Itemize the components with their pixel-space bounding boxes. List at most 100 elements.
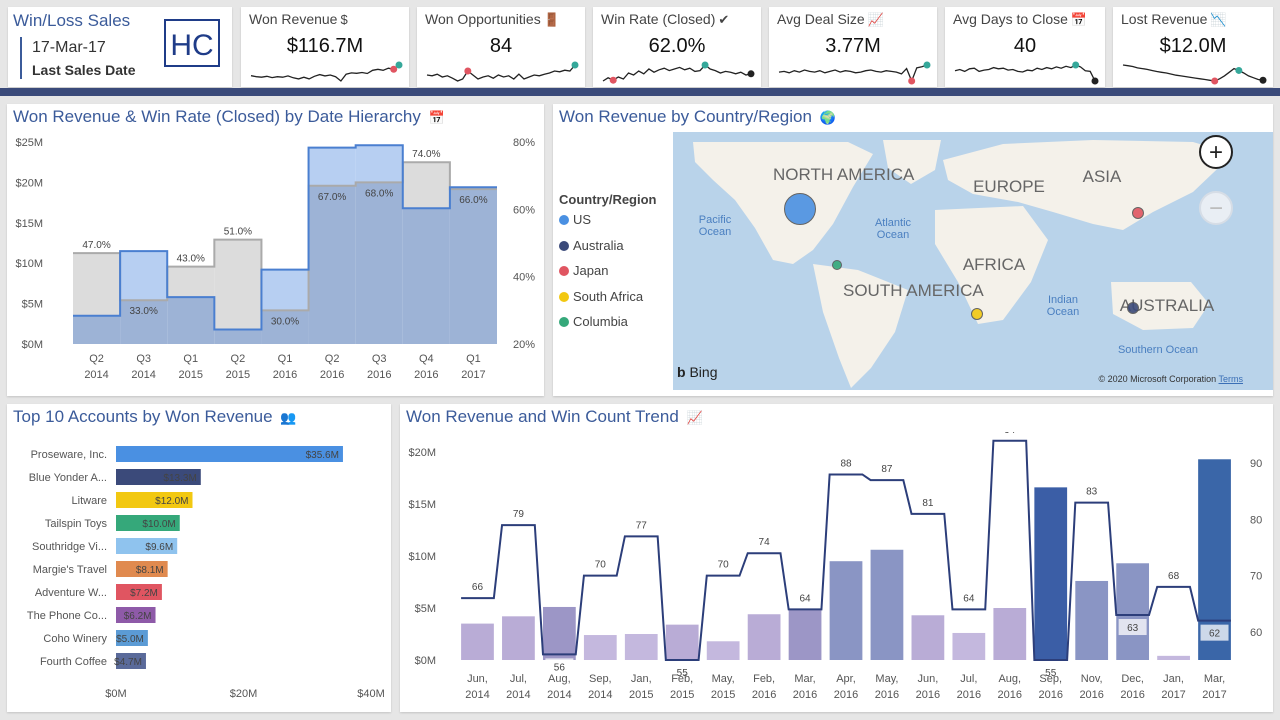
kpi-card[interactable]: Won Opportunities 🚪 84 bbox=[417, 7, 585, 87]
revenue-bar[interactable] bbox=[461, 623, 494, 660]
account-bar[interactable] bbox=[116, 584, 162, 600]
zoom-out-button[interactable]: − bbox=[1199, 191, 1233, 225]
base-area bbox=[214, 329, 262, 344]
account-label: Blue Yonder A... bbox=[29, 472, 107, 484]
kpi-card[interactable]: Avg Deal Size 📈 3.77M bbox=[769, 7, 937, 87]
greenland-shape bbox=[883, 140, 941, 184]
legend-dot bbox=[559, 291, 569, 302]
legend-item[interactable]: South Africa bbox=[559, 289, 643, 304]
top-accounts-panel[interactable]: Top 10 Accounts by Won Revenue 👥 Prosewa… bbox=[7, 404, 391, 712]
dollar-icon: $ bbox=[340, 12, 348, 27]
kpi-card[interactable]: Win Rate (Closed) ✔ 62.0% bbox=[593, 7, 761, 87]
sparkline-marker bbox=[390, 65, 398, 73]
win-count-label-bg bbox=[545, 658, 574, 675]
last-sales-date: 17-Mar-17 bbox=[32, 39, 106, 56]
south-america-shape bbox=[813, 264, 908, 388]
revenue-bar[interactable] bbox=[1116, 563, 1150, 660]
country-bubble[interactable] bbox=[1127, 302, 1139, 314]
top-accounts-chart[interactable]: Proseware, Inc. $35.6M Blue Yonder A... $13… bbox=[7, 432, 391, 710]
x-tick-label: May, bbox=[875, 673, 898, 685]
revenue-bar[interactable] bbox=[829, 561, 863, 660]
map-panel[interactable]: Won Revenue by Country/Region 🌍 Country/… bbox=[553, 104, 1273, 396]
date-hierarchy-panel[interactable]: Won Revenue & Win Rate (Closed) by Date … bbox=[7, 104, 544, 396]
legend-label: Australia bbox=[573, 237, 624, 253]
x-tick-label: 2016 bbox=[916, 689, 940, 701]
revenue-bar[interactable] bbox=[624, 634, 658, 660]
kpi-card[interactable]: Won Revenue $ $116.7M bbox=[241, 7, 409, 87]
account-bar[interactable] bbox=[116, 653, 146, 669]
kpi-value: $116.7M bbox=[286, 35, 364, 57]
terms-link[interactable]: Terms bbox=[1218, 374, 1244, 384]
account-bar[interactable] bbox=[116, 561, 168, 577]
win-count-data-label: 88 bbox=[840, 458, 852, 469]
legend-item[interactable]: US bbox=[559, 212, 591, 227]
zoom-in-button[interactable]: + bbox=[1199, 135, 1233, 169]
country-bubble[interactable] bbox=[1132, 207, 1144, 219]
sparkline-path bbox=[1122, 64, 1264, 82]
revenue-bar[interactable] bbox=[542, 606, 576, 660]
account-bar[interactable] bbox=[116, 469, 201, 485]
sparkline-marker bbox=[571, 61, 579, 69]
account-bar[interactable] bbox=[116, 630, 148, 646]
country-bubble[interactable] bbox=[832, 260, 842, 270]
sparkline-marker bbox=[701, 61, 709, 69]
kpi-title: Avg Deal Size 📈 bbox=[777, 11, 884, 28]
revenue-surplus-area bbox=[308, 147, 356, 186]
revenue-bar[interactable] bbox=[665, 624, 699, 660]
x-tick-label: Q3 bbox=[372, 353, 387, 365]
north-america-shape bbox=[693, 142, 873, 264]
account-bar[interactable] bbox=[116, 446, 343, 462]
revenue-bar[interactable] bbox=[952, 632, 986, 660]
map-canvas[interactable]: NORTH AMERICA EUROPE ASIA AFRICA SOUTH AMERI… bbox=[673, 132, 1273, 390]
date-hierarchy-chart[interactable]: $0M $5M $10M $15M $20M $25M 20% 40% 60% 80% 47.0% Q… bbox=[7, 132, 544, 394]
x-tick-label: Mar, bbox=[1204, 673, 1225, 685]
kpi-value: 62.0% bbox=[648, 35, 706, 57]
x-tick-label: Aug, bbox=[998, 673, 1021, 685]
win-count-data-label: 79 bbox=[513, 509, 525, 520]
revenue-bar[interactable] bbox=[870, 549, 904, 660]
win-rate-data-label: 74.0% bbox=[412, 149, 440, 160]
country-bubble[interactable] bbox=[971, 308, 983, 320]
x-tick-label: Feb, bbox=[671, 673, 693, 685]
revenue-bar[interactable] bbox=[747, 614, 781, 660]
x-tick-label: 2017 bbox=[461, 369, 485, 381]
trend-title: Won Revenue and Win Count Trend 📈 bbox=[406, 407, 703, 426]
revenue-bar[interactable] bbox=[502, 616, 535, 660]
account-bar[interactable] bbox=[116, 492, 193, 508]
win-rate-data-label: 51.0% bbox=[224, 227, 252, 238]
trend-chart[interactable]: $0M $5M $10M $15M $20M 60 70 80 90 66 Jun, 2014 79 Ju… bbox=[400, 432, 1273, 710]
revenue-bar[interactable] bbox=[911, 615, 945, 660]
x-tick-label: Q2 bbox=[325, 353, 340, 365]
revenue-bar[interactable] bbox=[583, 635, 617, 660]
country-bubble[interactable] bbox=[784, 193, 816, 225]
win-count-data-label: 55 bbox=[677, 668, 689, 679]
revenue-bar[interactable] bbox=[706, 641, 740, 660]
revenue-bar[interactable] bbox=[1157, 655, 1190, 660]
globe-icon: 🌍 bbox=[819, 110, 836, 125]
win-count-label-bg bbox=[1200, 624, 1229, 641]
kpi-card[interactable]: Lost Revenue 📉 $12.0M bbox=[1113, 7, 1273, 87]
win-rate-data-label: 30.0% bbox=[271, 316, 299, 327]
legend-item[interactable]: Columbia bbox=[559, 314, 628, 329]
legend-dot bbox=[559, 317, 569, 327]
revenue-bar[interactable] bbox=[993, 608, 1027, 660]
kpi-title: Won Revenue $ bbox=[249, 11, 348, 27]
account-bar[interactable] bbox=[116, 607, 156, 623]
x-tick-label: 2015 bbox=[711, 689, 735, 701]
x-tick-label: 2014 bbox=[547, 689, 571, 701]
trend-panel[interactable]: Won Revenue and Win Count Trend 📈 $0M $5M… bbox=[400, 404, 1273, 712]
win-count-data-label: 63 bbox=[1127, 623, 1139, 634]
win-count-data-label: 70 bbox=[718, 560, 730, 571]
account-bar[interactable] bbox=[116, 538, 178, 554]
map-copyright: © 2020 Microsoft Corporation Terms bbox=[1098, 374, 1243, 384]
legend-item[interactable]: Australia bbox=[559, 238, 624, 253]
revenue-bar[interactable] bbox=[1075, 580, 1109, 660]
account-bar[interactable] bbox=[116, 515, 180, 531]
kpi-card[interactable]: Avg Days to Close 📅 40 bbox=[945, 7, 1105, 87]
revenue-bar[interactable] bbox=[788, 610, 822, 660]
legend-label: Columbia bbox=[573, 314, 628, 329]
logo-text: HC bbox=[170, 29, 213, 62]
revenue-bar[interactable] bbox=[1034, 487, 1068, 660]
base-area bbox=[167, 297, 215, 344]
legend-item[interactable]: Japan bbox=[559, 263, 608, 278]
